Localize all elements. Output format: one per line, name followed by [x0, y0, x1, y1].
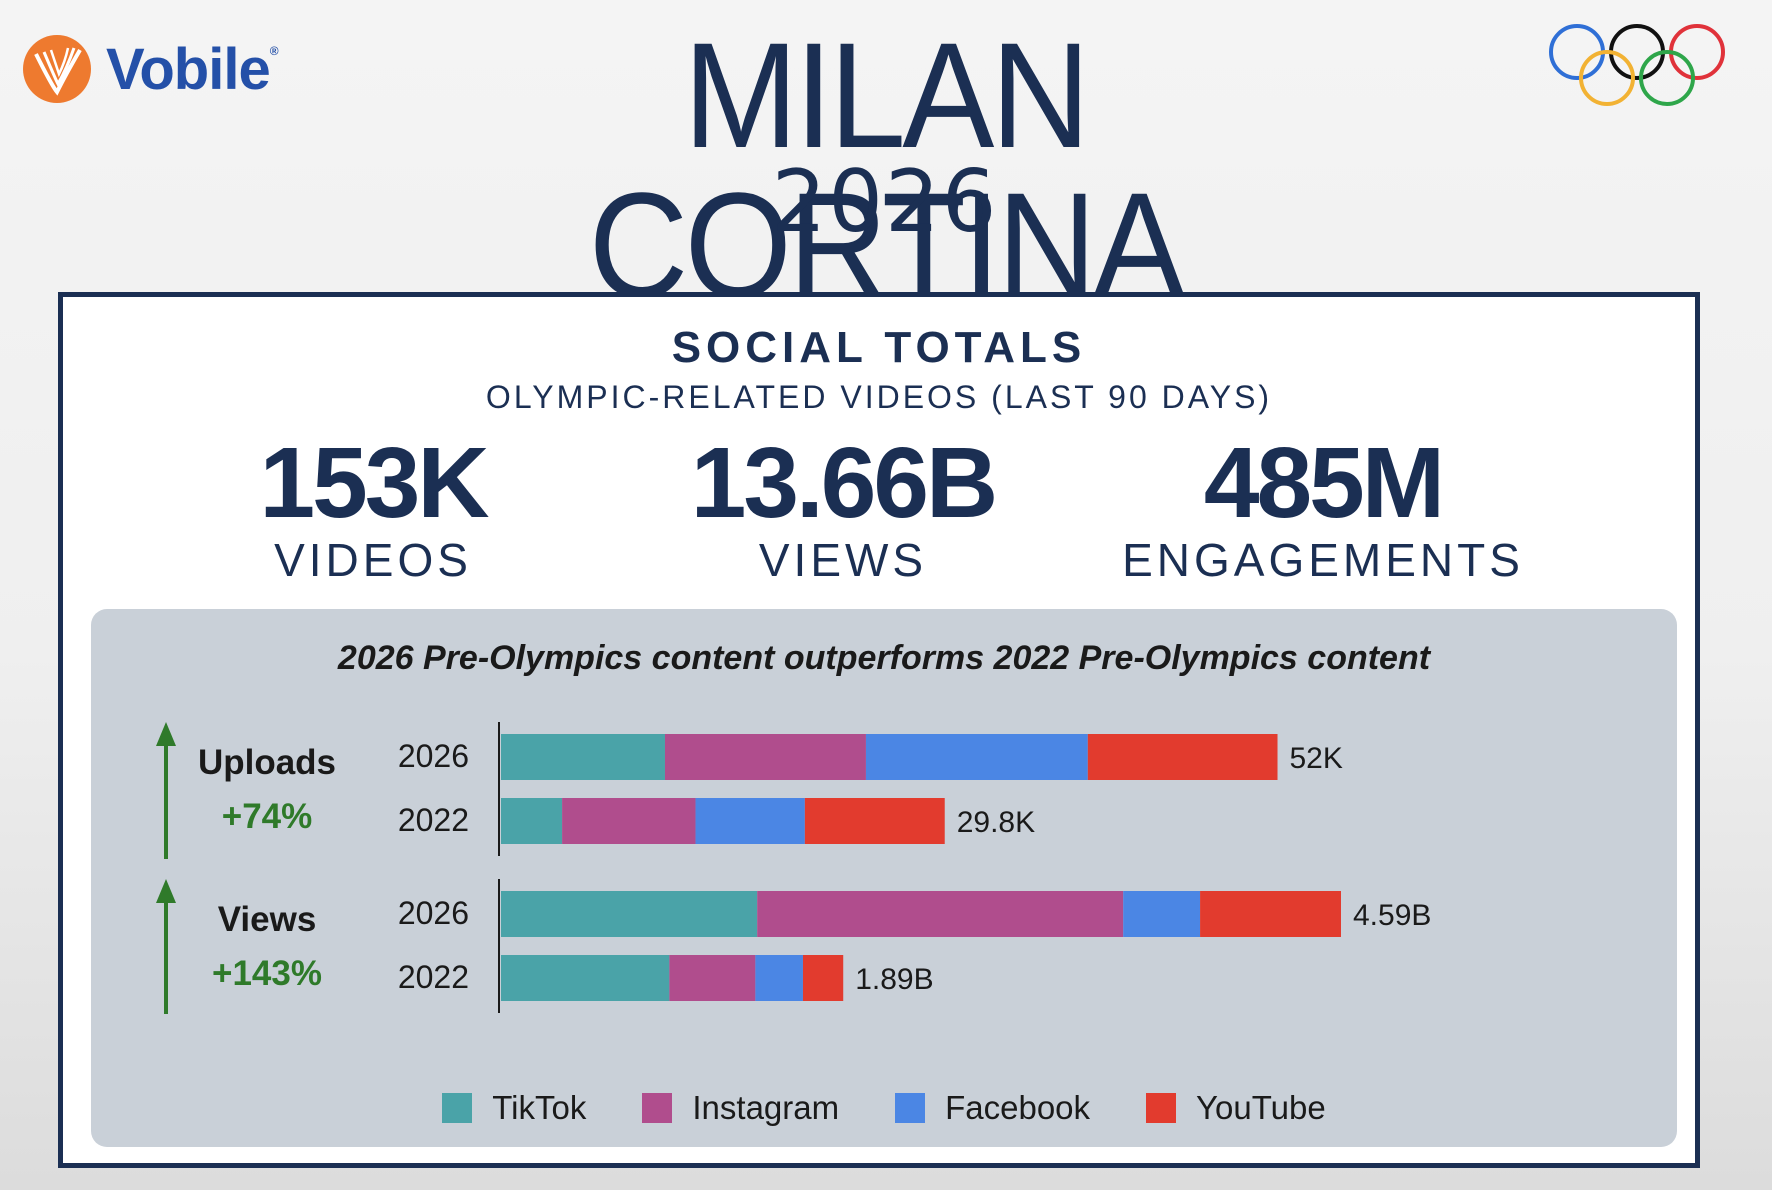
chart-title: 2026 Pre-Olympics content outperforms 20… — [337, 639, 1431, 677]
bar-segment-facebook — [695, 798, 805, 844]
bar-total-label: 52K — [1290, 742, 1343, 775]
bar-segment-facebook — [1123, 891, 1201, 937]
legend-item-instagram: Instagram — [642, 1089, 839, 1127]
bar-segment-facebook — [865, 734, 1088, 780]
stat-value: 485M — [1203, 427, 1445, 539]
growth-arrow-head — [156, 879, 176, 903]
bar-segment-instagram — [562, 798, 696, 844]
metric-label: Uploads — [198, 743, 336, 782]
vobile-logo: Vobile® — [22, 26, 279, 112]
legend-item-tiktok: TikTok — [442, 1089, 586, 1127]
legend-item-youtube: YouTube — [1146, 1089, 1326, 1127]
legend-swatch — [442, 1093, 473, 1123]
brand-name: Vobile® — [106, 36, 279, 102]
legend-swatch — [1146, 1093, 1177, 1123]
chart-legend: TikTok Instagram Facebook YouTube — [91, 1089, 1677, 1127]
registered-mark: ® — [269, 43, 279, 58]
bar-segment-tiktok — [501, 798, 563, 844]
olympic-rings-icon — [1549, 24, 1725, 106]
legend-swatch — [642, 1093, 673, 1123]
stat-label: VIDEOS — [274, 534, 472, 586]
bar-total-label: 4.59B — [1353, 899, 1431, 932]
bar-segment-youtube — [802, 955, 844, 1001]
bar-segment-instagram — [757, 891, 1124, 937]
bar-segment-instagram — [669, 955, 756, 1001]
stat-value: 153K — [259, 427, 489, 539]
stat-videos: 153K VIDEOS — [203, 429, 543, 583]
legend-label: Instagram — [692, 1089, 840, 1126]
bar-segment-facebook — [755, 955, 803, 1001]
year-tick-label: 2022 — [398, 959, 469, 995]
stat-label: ENGAGEMENTS — [1122, 534, 1524, 586]
legend-label: Facebook — [945, 1089, 1091, 1126]
legend-swatch — [895, 1093, 926, 1123]
stat-engagements: 485M ENGAGEMENTS — [1063, 429, 1583, 583]
bar-total-label: 1.89B — [855, 963, 933, 996]
year-tick-label: 2026 — [398, 895, 469, 931]
social-totals-card: SOCIAL TOTALS OLYMPIC-RELATED VIDEOS (LA… — [58, 292, 1700, 1168]
bar-segment-youtube — [1200, 891, 1341, 937]
stat-views: 13.66B VIEWS — [623, 429, 1063, 583]
year-tick-label: 2022 — [398, 802, 469, 838]
growth-arrow-head — [156, 722, 176, 746]
stat-label: VIEWS — [758, 534, 928, 586]
bar-segment-tiktok — [501, 891, 758, 937]
bar-segment-tiktok — [501, 734, 665, 780]
card-subtitle: OLYMPIC-RELATED VIDEOS (LAST 90 DAYS) — [485, 379, 1273, 415]
bar-segment-youtube — [1087, 734, 1278, 780]
bar-segment-instagram — [664, 734, 866, 780]
metric-label: Views — [218, 900, 317, 939]
comparison-panel: 2026 Pre-Olympics content outperforms 20… — [91, 609, 1677, 1147]
metric-change: +74% — [222, 797, 313, 836]
legend-item-facebook: Facebook — [895, 1089, 1090, 1127]
bar-segment-tiktok — [501, 955, 670, 1001]
vobile-logo-icon — [23, 35, 91, 103]
bar-segment-youtube — [804, 798, 945, 844]
legend-label: TikTok — [492, 1089, 587, 1126]
legend-label: YouTube — [1196, 1089, 1326, 1126]
card-title: SOCIAL TOTALS — [671, 323, 1087, 372]
header: Vobile® MILAN CORTINA 2026 — [0, 0, 1772, 320]
metric-change: +143% — [212, 954, 322, 993]
bar-total-label: 29.8K — [957, 806, 1035, 839]
stacked-bar-chart: Uploads +74% 2026 52K 2022 29.8K Views +143% 202… — [156, 722, 1431, 1014]
year-tick-label: 2026 — [398, 738, 469, 774]
stat-value: 13.66B — [690, 427, 998, 539]
event-year: 2026 — [771, 152, 999, 252]
